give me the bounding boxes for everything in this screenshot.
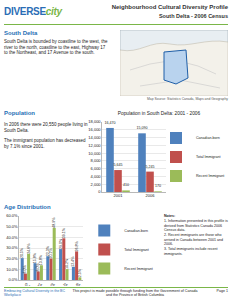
svg-text:Canadian-born: Canadian-born — [196, 136, 220, 140]
svg-text:25-44: 25-44 — [50, 282, 62, 286]
svg-text:8,000: 8,000 — [91, 158, 102, 163]
svg-text:16,470: 16,470 — [105, 121, 116, 125]
html-text:Neighbourhood Cultural Diversi: Neighbourhood Cultural Diversity Profile — [111, 4, 228, 10]
html-text:South Delta: South Delta — [4, 30, 38, 36]
svg-text:5,645: 5,645 — [114, 163, 123, 167]
svg-text:5,245: 5,245 — [146, 165, 155, 169]
svg-text:170: 170 — [155, 184, 161, 188]
svg-text:10,000: 10,000 — [88, 151, 101, 156]
svg-text:39.1%: 39.1% — [62, 227, 66, 238]
svg-text:Recent Immigrant: Recent Immigrant — [196, 174, 224, 178]
svg-text:0.0%: 0.0% — [8, 277, 18, 282]
svg-text:15-24: 15-24 — [37, 282, 49, 286]
html-text:DIVERSE city: DIVERSE city — [4, 6, 62, 17]
svg-text:20.0%: 20.0% — [6, 256, 18, 261]
html-text:South Delta is bounded by coas: South Delta is bounded by coastline to t… — [4, 39, 108, 56]
html-text:3. Total immigrants include re: 3. Total immigrants include recent immig… — [164, 247, 218, 256]
svg-text:Population in South Delta: 200: Population in South Delta: 2001 - 2006 — [118, 111, 201, 116]
svg-text:20.1%: 20.1% — [49, 248, 53, 259]
svg-text:6,000: 6,000 — [91, 166, 102, 171]
svg-text:Total Immigrant: Total Immigrant — [196, 155, 221, 159]
html-text:Page 1: Page 1 — [216, 289, 228, 293]
svg-text:29.0%: 29.0% — [59, 238, 63, 249]
svg-text:60.0%: 60.0% — [6, 213, 18, 218]
svg-text:22.3%: 22.3% — [46, 245, 50, 256]
svg-text:14,000: 14,000 — [88, 135, 101, 140]
svg-text:10.2%: 10.2% — [65, 258, 69, 269]
svg-text:8.0%: 8.0% — [36, 262, 40, 271]
svg-text:Recent Immigrant: Recent Immigrant — [124, 267, 152, 271]
svg-text:4,000: 4,000 — [91, 174, 102, 179]
svg-text:6.0%: 6.0% — [23, 265, 27, 274]
svg-text:Canadian-born: Canadian-born — [124, 229, 148, 233]
html-text:Notes:: Notes: — [164, 214, 176, 218]
svg-text:12,000: 12,000 — [88, 143, 101, 148]
svg-text:16,000: 16,000 — [88, 127, 101, 132]
html-text:Map Source: Statistics Canada,: Map Source: Statistics Canada, Maps and … — [147, 97, 228, 101]
html-text:Population: Population — [4, 110, 35, 116]
svg-text:Total Immigrant: Total Immigrant — [124, 248, 149, 252]
svg-text:13.8%: 13.8% — [39, 254, 43, 265]
svg-text:2,000: 2,000 — [91, 182, 102, 187]
svg-text:26.8%: 26.8% — [75, 240, 79, 251]
html-text:Age Distribution: Age Distribution — [4, 204, 51, 210]
svg-text:15.8%: 15.8% — [33, 252, 37, 263]
svg-text:50.0%: 50.0% — [6, 224, 18, 229]
svg-text:20.5%: 20.5% — [20, 247, 24, 258]
svg-text:18,000: 18,000 — [88, 119, 101, 124]
html-text:In 2006 there were 20,550 peop: In 2006 there were 20,550 people living … — [4, 122, 88, 133]
svg-text:12.4%: 12.4% — [71, 256, 75, 267]
svg-text:48.9%: 48.9% — [52, 217, 56, 228]
svg-text:15,090: 15,090 — [137, 126, 148, 130]
svg-text:2001: 2001 — [114, 193, 124, 198]
svg-text:65+: 65+ — [75, 282, 84, 286]
svg-text:24.6%: 24.6% — [27, 243, 31, 254]
svg-text:2006: 2006 — [146, 193, 156, 198]
svg-text:0-14: 0-14 — [24, 282, 34, 286]
html-text:1. Information presented in th: 1. Information presented in this profile… — [164, 219, 228, 232]
html-text:Embracing Cultural Diversity i: Embracing Cultural Diversity in the BC W… — [4, 289, 66, 298]
svg-text:30.0%: 30.0% — [6, 245, 18, 250]
svg-text:410: 410 — [123, 183, 129, 187]
html-text:The immigrant population has d: The immigrant population has decreased b… — [4, 138, 86, 149]
html-text:South Delta - 2006 Census: South Delta - 2006 Census — [158, 13, 228, 19]
svg-text:40.0%: 40.0% — [6, 235, 18, 240]
svg-text:2.5%: 2.5% — [78, 268, 82, 277]
svg-text:0: 0 — [98, 189, 101, 194]
svg-text:45-64: 45-64 — [62, 282, 74, 286]
html-text:2. Recent immigrants are those: 2. Recent immigrants are those who arriv… — [164, 233, 223, 246]
svg-text:10.0%: 10.0% — [6, 267, 18, 272]
html-text:This project is made possible: This project is made possible through fu… — [72, 289, 198, 298]
